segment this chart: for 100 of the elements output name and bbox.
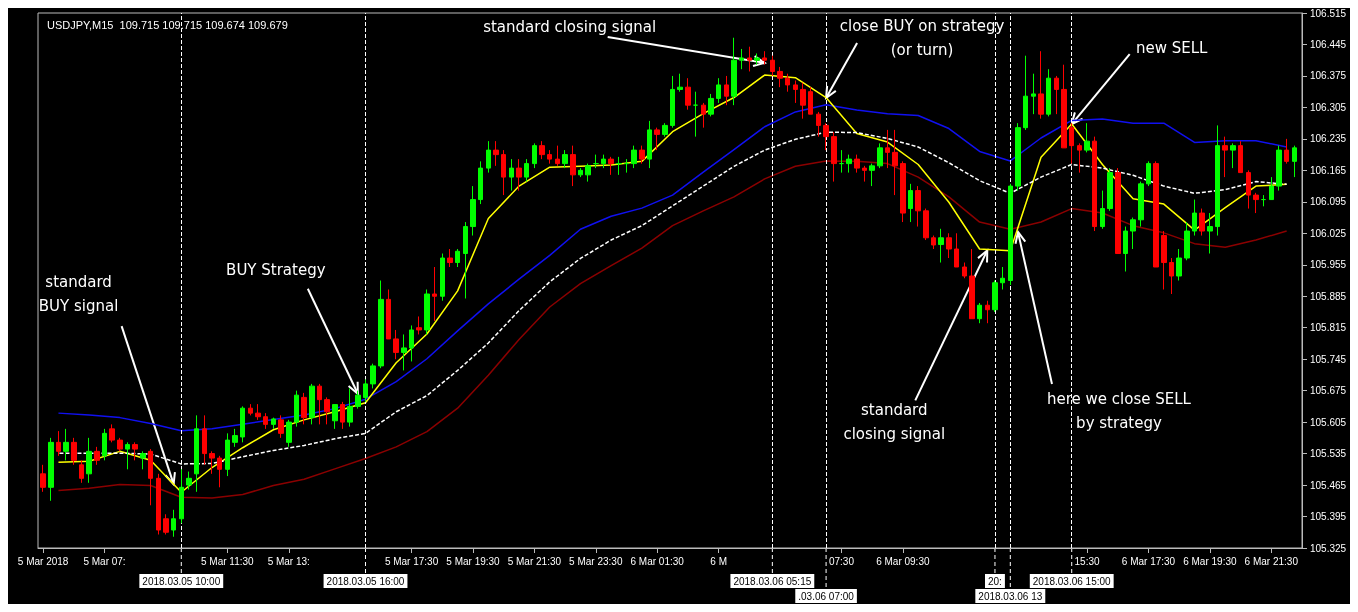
candlestick xyxy=(839,149,844,174)
candlestick xyxy=(1092,136,1097,232)
candlestick xyxy=(1261,194,1266,207)
candlestick xyxy=(225,432,230,477)
ref-line-label: 2018.03.06 15:00 xyxy=(1032,575,1112,587)
candlestick xyxy=(808,86,813,115)
candlestick xyxy=(677,73,683,93)
ref-line-label: 2018.03.06 05:15 xyxy=(733,575,812,587)
candlestick xyxy=(931,235,936,250)
candlestick xyxy=(793,79,798,104)
candlestick xyxy=(255,403,261,421)
candlestick xyxy=(639,145,645,165)
candlestick xyxy=(547,149,552,165)
candlestick xyxy=(908,183,913,223)
annotation: BUY Strategy xyxy=(226,260,326,279)
ref-line-label: 20: xyxy=(988,575,1002,587)
y-tick-label: 106.235 xyxy=(1310,133,1347,145)
candlestick xyxy=(631,145,637,169)
candlestick xyxy=(708,93,714,117)
candlestick xyxy=(94,446,100,466)
candlestick xyxy=(1222,136,1228,178)
x-tick-label: 5 Mar 07: xyxy=(83,555,126,567)
candlestick xyxy=(463,221,468,299)
candlestick xyxy=(1100,190,1105,230)
candlestick xyxy=(309,383,315,425)
candlestick xyxy=(946,232,952,259)
candlestick xyxy=(555,145,560,167)
candlestick xyxy=(831,131,837,183)
candlestick xyxy=(40,464,46,493)
ref-line-label: 2018.03.05 10:00 xyxy=(142,575,221,587)
annotation: standard closing signal xyxy=(483,17,657,36)
candlestick xyxy=(1238,140,1243,174)
candlestick xyxy=(109,423,115,443)
candlestick xyxy=(156,473,161,536)
y-tick-label: 106.095 xyxy=(1310,196,1347,208)
candlestick xyxy=(900,160,906,223)
y-tick-label: 105.605 xyxy=(1310,416,1347,428)
candlestick xyxy=(647,120,652,169)
candlestick xyxy=(1069,122,1074,165)
candlestick xyxy=(125,441,130,470)
candlestick xyxy=(1008,183,1013,286)
candlestick xyxy=(340,401,345,430)
candlestick xyxy=(1130,217,1136,250)
candlestick xyxy=(86,437,92,484)
candlestick xyxy=(232,428,238,448)
candlestick xyxy=(209,450,215,475)
candlestick xyxy=(985,300,990,324)
candlestick xyxy=(892,129,898,196)
candlestick xyxy=(969,248,975,320)
candlestick xyxy=(271,417,276,430)
annotation: new SELL xyxy=(1135,39,1209,58)
x-tick-label: 07:30 xyxy=(828,555,855,567)
candlestick xyxy=(754,52,760,66)
candlestick xyxy=(962,262,967,279)
candlestick xyxy=(846,154,852,174)
candlestick xyxy=(79,459,84,484)
candlestick xyxy=(701,102,706,129)
candlestick xyxy=(378,280,384,369)
candlestick xyxy=(217,455,222,488)
candlestick xyxy=(416,315,422,335)
candlestick xyxy=(455,248,460,268)
candlestick xyxy=(48,437,54,502)
candlestick xyxy=(516,158,522,192)
candlestick xyxy=(1015,122,1021,192)
candlestick xyxy=(1269,176,1274,201)
candlestick xyxy=(393,329,399,360)
candlestick xyxy=(1192,199,1197,237)
y-tick-label: 105.955 xyxy=(1310,259,1347,271)
candlestick xyxy=(654,127,660,151)
candlestick xyxy=(724,75,729,106)
x-tick-label: 6 Mar 09:30 xyxy=(876,555,930,567)
candlestick xyxy=(355,390,361,410)
candlestick xyxy=(1276,145,1282,192)
candlestick xyxy=(539,140,545,160)
candlestick xyxy=(862,165,867,183)
candlestick xyxy=(1153,160,1159,268)
candlestick xyxy=(363,378,368,403)
x-tick-label: 5 Mar 23:30 xyxy=(569,555,623,567)
text: USDJPY,M15 109.715 109.715 109.674 109.679 xyxy=(47,18,288,31)
x-tick-label: 5 Mar 21:30 xyxy=(507,555,562,567)
candlestick xyxy=(409,324,414,362)
candlestick xyxy=(71,437,77,466)
candlestick xyxy=(102,428,107,461)
candlestick xyxy=(938,228,944,264)
candlestick xyxy=(447,248,453,268)
candlestick xyxy=(1123,226,1128,273)
x-tick-label: 6 M xyxy=(710,555,727,567)
candlestick xyxy=(785,73,790,93)
candlestick xyxy=(148,448,153,506)
candlestick xyxy=(294,390,299,428)
x-tick-label: 5 Mar 13: xyxy=(267,555,310,567)
annotation: close BUY on strategy (or turn) xyxy=(839,16,1005,59)
candlestick xyxy=(585,163,591,183)
candlestick xyxy=(486,140,491,174)
x-tick-label: 6 Mar 19:30 xyxy=(1183,555,1237,567)
x-tick-label: 5 Mar 2018 xyxy=(17,555,69,567)
candlestick xyxy=(186,471,192,491)
candlestick xyxy=(140,450,146,470)
candlestick xyxy=(56,430,61,457)
candlestick xyxy=(301,392,307,425)
